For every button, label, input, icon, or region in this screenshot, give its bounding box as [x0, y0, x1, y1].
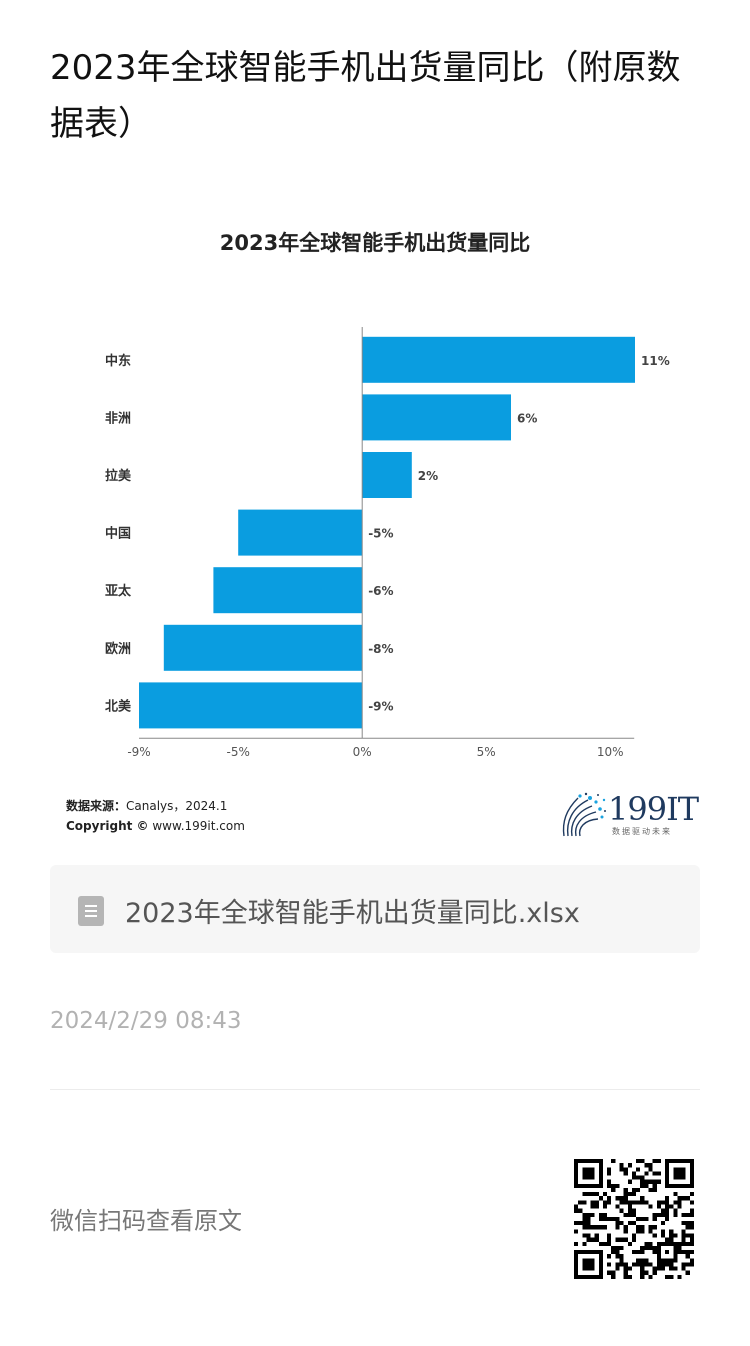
- value-label: -9%: [368, 699, 393, 713]
- article-title: 2023年全球智能手机出货量同比（附原数据表）: [50, 48, 681, 144]
- copyright-value: www.199it.com: [148, 819, 245, 833]
- x-tick-label: 5%: [477, 745, 496, 759]
- chart-source: 数据来源：Canalys，2024.1: [66, 797, 227, 814]
- x-tick-label: 0%: [353, 745, 372, 759]
- category-label: 中东: [105, 353, 131, 369]
- logo-text: 199IT: [608, 790, 699, 828]
- category-label: 拉美: [105, 468, 132, 484]
- x-tick-label: -9%: [127, 745, 150, 759]
- logo-slogan: 数据驱动未来: [612, 827, 672, 836]
- category-label: 亚太: [105, 583, 132, 599]
- chart-figure: 2023年全球智能手机出货量同比 中东 11% 非洲 6% 拉美 2% 中国 -5% 亚太 -6%…: [50, 205, 700, 855]
- bar-3: [362, 452, 412, 498]
- x-tick-label: 10%: [597, 745, 624, 759]
- value-label: 11%: [641, 354, 670, 368]
- bar-6: [163, 624, 363, 671]
- attachment-card[interactable]: 2023年全球智能手机出货量同比.xlsx: [50, 865, 700, 953]
- bar-4: [238, 509, 363, 556]
- bar-1: [362, 336, 635, 383]
- attachment-file-name[interactable]: 2023年全球智能手机出货量同比.xlsx: [125, 898, 580, 929]
- spreadsheet-file-icon: [78, 896, 104, 926]
- scan-to-view-text: 微信扫码查看原文: [50, 1207, 242, 1235]
- bar-5: [213, 567, 363, 614]
- bar-2: [362, 394, 511, 441]
- divider: [50, 1089, 700, 1090]
- x-tick-label: -5%: [227, 745, 250, 759]
- copyright-label: Copyright ©: [66, 819, 149, 833]
- brand-logo: 199IT 数据驱动未来: [558, 790, 699, 840]
- category-label: 欧洲: [105, 641, 131, 657]
- bar-chart: 中东 11% 非洲 6% 拉美 2% 中国 -5% 亚太 -6% 欧洲 -8% 北美 -9% -9% -5% 0…: [105, 327, 670, 759]
- bar-7: [139, 682, 363, 729]
- chart-copyright: Copyright © www.199it.com: [66, 819, 245, 833]
- category-label: 中国: [105, 526, 131, 542]
- category-label: 北美: [105, 698, 132, 714]
- source-label: 数据来源：: [66, 799, 127, 813]
- value-label: -5%: [368, 527, 393, 541]
- qr-code-icon[interactable]: [574, 1159, 694, 1279]
- category-label: 非洲: [105, 410, 131, 426]
- value-label: -8%: [368, 642, 393, 656]
- value-label: -6%: [368, 584, 393, 598]
- source-value: Canalys，2024.1: [126, 799, 228, 813]
- value-label: 6%: [517, 411, 537, 425]
- post-date: 2024/2/29 08:43: [50, 1008, 242, 1034]
- chart-title: 2023年全球智能手机出货量同比: [219, 231, 531, 255]
- value-label: 2%: [418, 469, 438, 483]
- logo-burst-icon: [562, 792, 606, 837]
